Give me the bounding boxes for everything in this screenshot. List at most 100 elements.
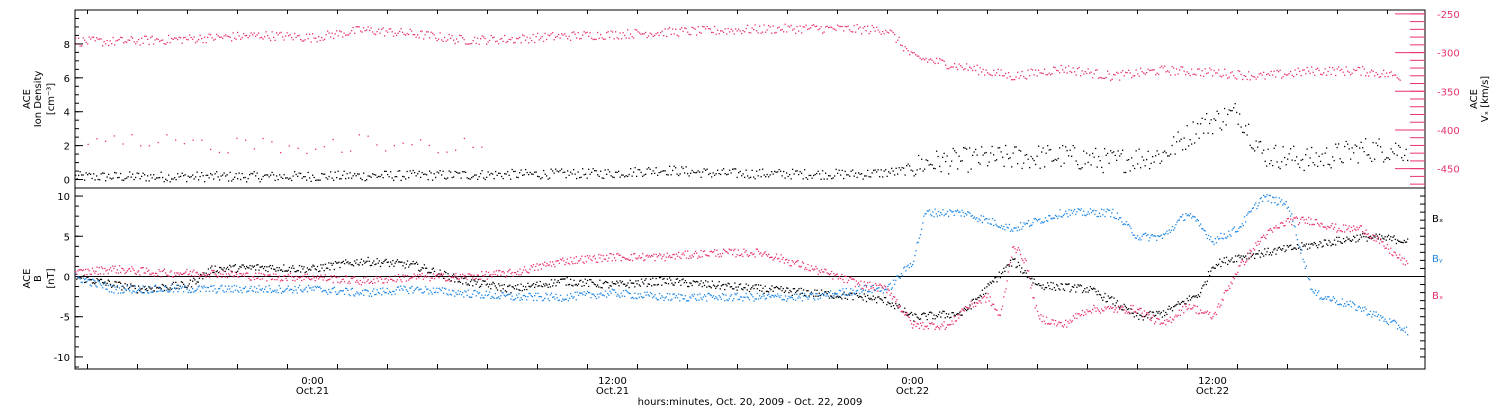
data-point [501,37,503,40]
data-point [300,38,302,41]
data-point [781,175,783,177]
data-point [696,34,698,36]
data-point [267,34,269,37]
data-point [364,282,366,284]
data-point [1355,241,1357,243]
data-point [638,284,640,286]
data-point [738,28,740,30]
data-point [692,280,694,282]
y-tick-label: 0 [64,272,70,283]
data-point [305,271,307,273]
data-point [1015,227,1017,229]
data-point [933,314,935,316]
data-point [199,290,202,293]
data-point [1160,311,1162,314]
data-point [1321,298,1323,300]
data-point [255,35,257,37]
data-point [1203,75,1205,77]
data-point [1213,243,1215,246]
data-point [1231,257,1233,259]
data-point [217,176,219,178]
data-point [1124,305,1126,307]
data-point [180,175,182,178]
data-point [231,180,233,182]
data-point [756,288,759,290]
data-point [291,267,293,269]
data-point [230,270,232,272]
data-point [792,298,795,301]
data-point [343,263,346,265]
data-point [720,173,722,176]
data-point [464,277,466,279]
data-point [1403,327,1405,329]
data-point [673,284,675,286]
data-point [1335,143,1337,145]
data-point [921,313,923,316]
data-point [358,173,360,175]
data-point [189,270,192,273]
data-point [192,271,194,273]
data-point [243,275,246,277]
data-point [132,285,134,287]
data-point [715,296,717,298]
data-point [637,293,639,295]
data-point [1143,316,1146,318]
data-point [940,316,942,318]
data-point [447,177,449,179]
data-point [708,255,710,257]
data-point [804,268,806,271]
data-point [282,36,284,38]
data-point [247,37,249,39]
data-point [327,178,329,180]
data-point [207,174,209,176]
data-point [1375,142,1377,144]
data-point [1023,75,1025,78]
data-point [825,172,827,174]
data-point [181,281,184,284]
data-point [414,33,416,36]
data-point [79,171,81,173]
data-point [411,144,413,146]
data-point [833,295,835,297]
data-point [1216,264,1219,267]
data-point [1322,245,1324,247]
data-point [1390,321,1392,323]
data-point [979,163,981,165]
data-point [1150,69,1152,71]
data-point [330,171,332,173]
data-point [889,29,891,31]
data-point [280,279,283,281]
data-point [90,173,92,175]
data-point [104,282,106,284]
data-point [814,299,816,301]
data-point [1317,292,1319,294]
data-point [1350,158,1352,160]
data-point [662,278,664,280]
data-point [1303,69,1305,71]
data-point [221,268,223,270]
data-point [203,272,205,274]
data-point [381,174,383,176]
data-point [880,290,882,292]
data-point [829,290,832,292]
data-point [168,275,170,278]
data-point [77,270,79,272]
data-point [850,288,852,290]
data-point [450,276,453,279]
data-point [147,270,149,273]
data-point [819,294,822,297]
data-point [451,276,454,278]
data-point [408,279,410,281]
data-point [1043,221,1045,223]
data-point [144,272,147,274]
data-point [1097,290,1099,292]
data-point [1041,287,1043,289]
data-point [215,270,217,273]
data-point [1395,142,1397,144]
data-point [814,25,816,28]
data-point [769,287,771,290]
data-point [334,171,336,173]
data-point [613,282,616,285]
data-point [1345,305,1347,307]
data-point [339,266,341,269]
